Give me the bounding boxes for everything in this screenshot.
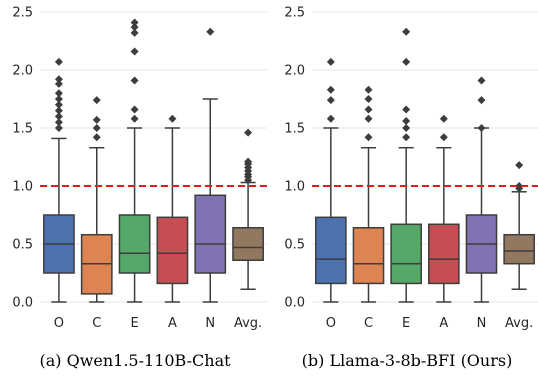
outlier-point bbox=[54, 89, 63, 98]
box-n bbox=[194, 194, 227, 274]
box-e bbox=[118, 214, 151, 274]
x-tick-label: C bbox=[92, 316, 101, 331]
outlier-point bbox=[54, 112, 63, 121]
y-tick-label: 1.5 bbox=[12, 122, 33, 137]
y-tick-label: 2.0 bbox=[12, 64, 33, 79]
panel-llama: 0.0 0.5 1.0 1.5 2.0 2.5 O C E A N Avg. bbox=[284, 6, 538, 331]
box-e bbox=[390, 223, 422, 285]
outlier-point bbox=[244, 157, 253, 166]
outlier-point bbox=[130, 105, 139, 114]
x-tick-label: A bbox=[439, 316, 448, 331]
outlier-point bbox=[54, 124, 63, 132]
panel-qwen: 0.0 0.5 1.0 1.5 2.0 2.5 O C E A N Avg. bbox=[12, 6, 267, 331]
outlier-point bbox=[477, 76, 486, 85]
outlier-point bbox=[54, 106, 63, 115]
outlier-point bbox=[130, 18, 139, 27]
outlier-point bbox=[92, 133, 101, 142]
caption-llama: (b) Llama-3-8b-BFI (Ours) bbox=[302, 351, 513, 370]
box-avg bbox=[503, 233, 535, 265]
x-tick-label: Avg. bbox=[505, 316, 533, 331]
outlier-point bbox=[168, 114, 177, 123]
outlier-point bbox=[130, 47, 139, 56]
outlier-point bbox=[54, 118, 63, 127]
outlier-point bbox=[439, 114, 448, 123]
outlier-point bbox=[364, 133, 373, 142]
caption-qwen: (a) Qwen1.5-110B-Chat bbox=[39, 351, 231, 370]
outlier-point bbox=[326, 57, 335, 66]
y-tick-label: 0.5 bbox=[284, 238, 305, 253]
outlier-point bbox=[326, 85, 335, 94]
x-tick-label: Avg. bbox=[234, 316, 262, 331]
outlier-point bbox=[92, 124, 101, 132]
outlier-point bbox=[206, 27, 215, 36]
y-tick-label: 2.5 bbox=[12, 6, 33, 21]
outlier-point bbox=[130, 23, 139, 32]
outlier-point bbox=[477, 96, 486, 105]
outlier-point bbox=[402, 27, 411, 36]
outlier-point bbox=[326, 114, 335, 123]
box-c bbox=[352, 227, 385, 285]
x-tick-label: A bbox=[168, 316, 177, 331]
outlier-point bbox=[130, 28, 139, 37]
x-tick-label: E bbox=[130, 316, 138, 331]
outlier-point bbox=[54, 100, 63, 109]
box-o bbox=[315, 216, 347, 285]
y-tick-label: 1.0 bbox=[284, 180, 305, 195]
outlier-point bbox=[515, 182, 524, 190]
outlier-point bbox=[364, 105, 373, 114]
x-tick-label: O bbox=[54, 316, 64, 331]
outlier-point bbox=[364, 85, 373, 94]
outlier-point bbox=[364, 95, 373, 103]
y-tick-label: 0.5 bbox=[12, 238, 33, 253]
outlier-point bbox=[130, 114, 139, 123]
outlier-point bbox=[439, 133, 448, 142]
outlier-point bbox=[54, 75, 63, 84]
x-tick-label: N bbox=[205, 316, 215, 331]
box-a bbox=[428, 223, 460, 285]
box-a bbox=[156, 216, 189, 285]
y-tick-label: 2.0 bbox=[284, 64, 305, 79]
x-tick-label: C bbox=[364, 316, 373, 331]
outlier-point bbox=[54, 57, 63, 66]
outlier-point bbox=[92, 115, 101, 124]
y-tick-label: 1.5 bbox=[284, 122, 305, 137]
outlier-point bbox=[326, 96, 335, 105]
outlier-point bbox=[244, 128, 253, 137]
x-tick-label: E bbox=[402, 316, 410, 331]
x-tick-label: O bbox=[326, 316, 336, 331]
y-tick-label: 0.0 bbox=[12, 296, 33, 311]
box-avg bbox=[232, 227, 264, 261]
outlier-point bbox=[402, 133, 411, 142]
y-tick-label: 0.0 bbox=[284, 296, 305, 311]
outlier-point bbox=[364, 114, 373, 123]
outlier-point bbox=[130, 76, 139, 85]
outlier-point bbox=[402, 105, 411, 114]
y-tick-label: 1.0 bbox=[12, 180, 33, 195]
outlier-point bbox=[477, 124, 486, 132]
x-tick-label: N bbox=[477, 316, 487, 331]
y-tick-label: 2.5 bbox=[284, 6, 305, 21]
outlier-point bbox=[402, 57, 411, 66]
outlier-point bbox=[54, 95, 63, 103]
outlier-point bbox=[515, 161, 524, 170]
outlier-point bbox=[54, 79, 63, 88]
outlier-point bbox=[402, 117, 411, 126]
outlier-point bbox=[402, 124, 411, 132]
outlier-point bbox=[92, 96, 101, 105]
